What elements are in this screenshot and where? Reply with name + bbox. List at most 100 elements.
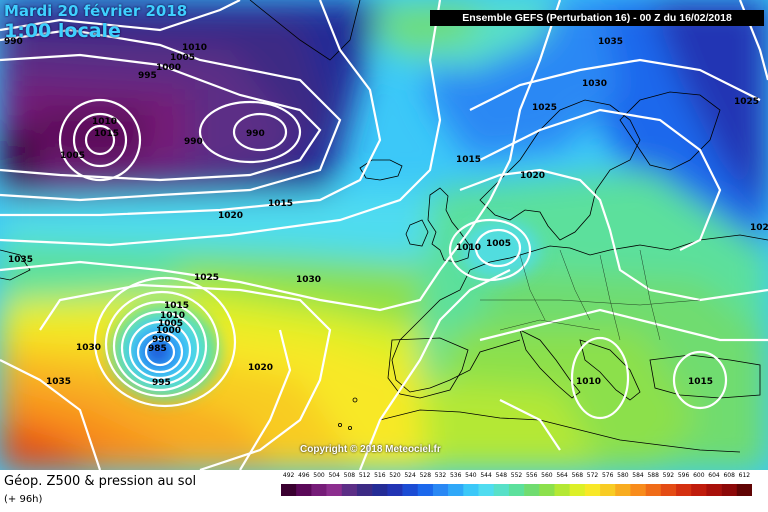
color-scale-swatch [645, 484, 662, 496]
color-scale-swatch [524, 484, 540, 496]
color-scale-swatch [478, 484, 495, 496]
geopotential-map: 990 1010 1005 1000 995 1010 1015 1005 99… [0, 0, 768, 470]
color-scale-swatch [736, 484, 752, 496]
color-scale-bar [281, 484, 752, 496]
map-title: Géop. Z500 & pression au sol [4, 474, 197, 489]
color-scale-label: 584 [632, 472, 644, 479]
isobar-label: 1015 [94, 129, 119, 139]
isobar-labels: 990 1010 1005 1000 995 1010 1015 1005 99… [4, 37, 768, 388]
isobar-label: 1015 [268, 199, 293, 209]
color-scale-label: 564 [556, 472, 568, 479]
isobar [136, 330, 184, 374]
color-scale-swatch [326, 484, 343, 496]
color-scale-swatch [706, 484, 722, 496]
z500-color-field [0, 0, 768, 470]
isobar-label: 1000 [156, 63, 181, 73]
color-scale-label: 532 [434, 472, 447, 479]
country-borders [480, 249, 701, 341]
color-scale-swatch [539, 484, 555, 496]
isobar [58, 98, 142, 182]
isobar-label: 1010 [182, 43, 207, 53]
color-scale-label: 608 [723, 472, 735, 479]
isobar-label: 1015 [456, 155, 481, 165]
isobar [72, 112, 128, 168]
isobar [144, 337, 176, 367]
isobar [120, 310, 200, 386]
color-scale-swatch [508, 484, 525, 496]
coastlines [0, 0, 768, 453]
color-scale-label: 520 [389, 472, 401, 479]
color-scale-swatch [402, 484, 419, 496]
color-scale-label: 516 [374, 472, 386, 479]
run-info-banner: Ensemble GEFS (Perturbation 16) - 00 Z d… [430, 10, 764, 26]
color-scale-label: 544 [480, 472, 492, 479]
color-scale-swatch [660, 484, 677, 496]
isobar-label: 1010 [160, 311, 185, 321]
isobar-label: 1035 [598, 37, 623, 47]
color-scale-label: 592 [662, 472, 675, 479]
color-scale-swatch [463, 484, 479, 496]
color-scale-swatch [569, 484, 586, 496]
map-footer: Géop. Z500 & pression au sol (+ 96h) 492… [0, 470, 768, 512]
color-scale-swatch [296, 484, 312, 496]
isobar-label: 990 [152, 335, 171, 345]
isobar [128, 320, 192, 380]
isobar-label: 1030 [296, 275, 321, 285]
isobar-label: 1005 [486, 239, 511, 249]
color-scale-swatch [341, 484, 358, 496]
color-scale-swatch [630, 484, 646, 496]
color-scale-swatch [691, 484, 707, 496]
color-scale-swatch [554, 484, 570, 496]
isobar-label: 1015 [164, 301, 189, 311]
color-scale-label: 572 [586, 472, 599, 479]
color-scale-label: 556 [525, 472, 538, 479]
color-scale-swatch [493, 484, 510, 496]
isobar [112, 300, 208, 392]
color-scale-swatch [584, 484, 601, 496]
isobar-label: 995 [138, 71, 157, 81]
color-scale-label: 536 [449, 472, 462, 479]
color-scale-label: 492 [282, 472, 295, 479]
forecast-local-time: 1:00 locale [4, 20, 121, 42]
isobar [232, 112, 288, 152]
isobar [84, 124, 116, 156]
isobar-label: 990 [4, 37, 23, 47]
color-scale-label: 504 [328, 472, 340, 479]
color-scale-swatch [387, 484, 403, 496]
color-scale-label: 508 [343, 472, 356, 479]
isobar-label: 1025 [532, 103, 557, 113]
color-scale-label: 604 [708, 472, 720, 479]
color-scale-swatch [721, 484, 738, 496]
color-scale-label: 512 [358, 472, 371, 479]
color-scale-swatch [676, 484, 692, 496]
copyright-notice: Copyright © 2018 Meteociel.fr [300, 444, 441, 455]
color-scale-label: 560 [541, 472, 553, 479]
color-scale-label: 588 [647, 472, 659, 479]
isobar-label: 1000 [156, 326, 181, 336]
color-scale-label: 576 [601, 472, 614, 479]
isobar-label: 1035 [8, 255, 33, 265]
color-scale-swatch [356, 484, 373, 496]
isobar-label: 102 [750, 223, 768, 233]
isobar-label: 1020 [520, 171, 545, 181]
isobar-label: 985 [148, 344, 167, 354]
color-scale-label: 496 [298, 472, 310, 479]
isobar [474, 228, 522, 268]
isobar-label: 1005 [60, 151, 85, 161]
isobar [198, 100, 302, 164]
isobar [672, 350, 728, 410]
isobar-label: 995 [152, 378, 171, 388]
color-scale-label: 568 [571, 472, 584, 479]
color-scale-label: 600 [693, 472, 705, 479]
color-scale-label: 580 [617, 472, 629, 479]
color-scale-label: 524 [404, 472, 416, 479]
color-scale-label: 596 [677, 472, 690, 479]
isobar-label: 1025 [734, 97, 759, 107]
forecast-lead-time: (+ 96h) [4, 494, 43, 505]
color-scale-label: 552 [510, 472, 523, 479]
isobar-label: 1030 [76, 343, 101, 353]
isobar-label: 1010 [456, 243, 481, 253]
isobar-label: 1005 [170, 53, 195, 63]
color-scale-label: 540 [465, 472, 477, 479]
isobar-label: 1020 [248, 363, 273, 373]
